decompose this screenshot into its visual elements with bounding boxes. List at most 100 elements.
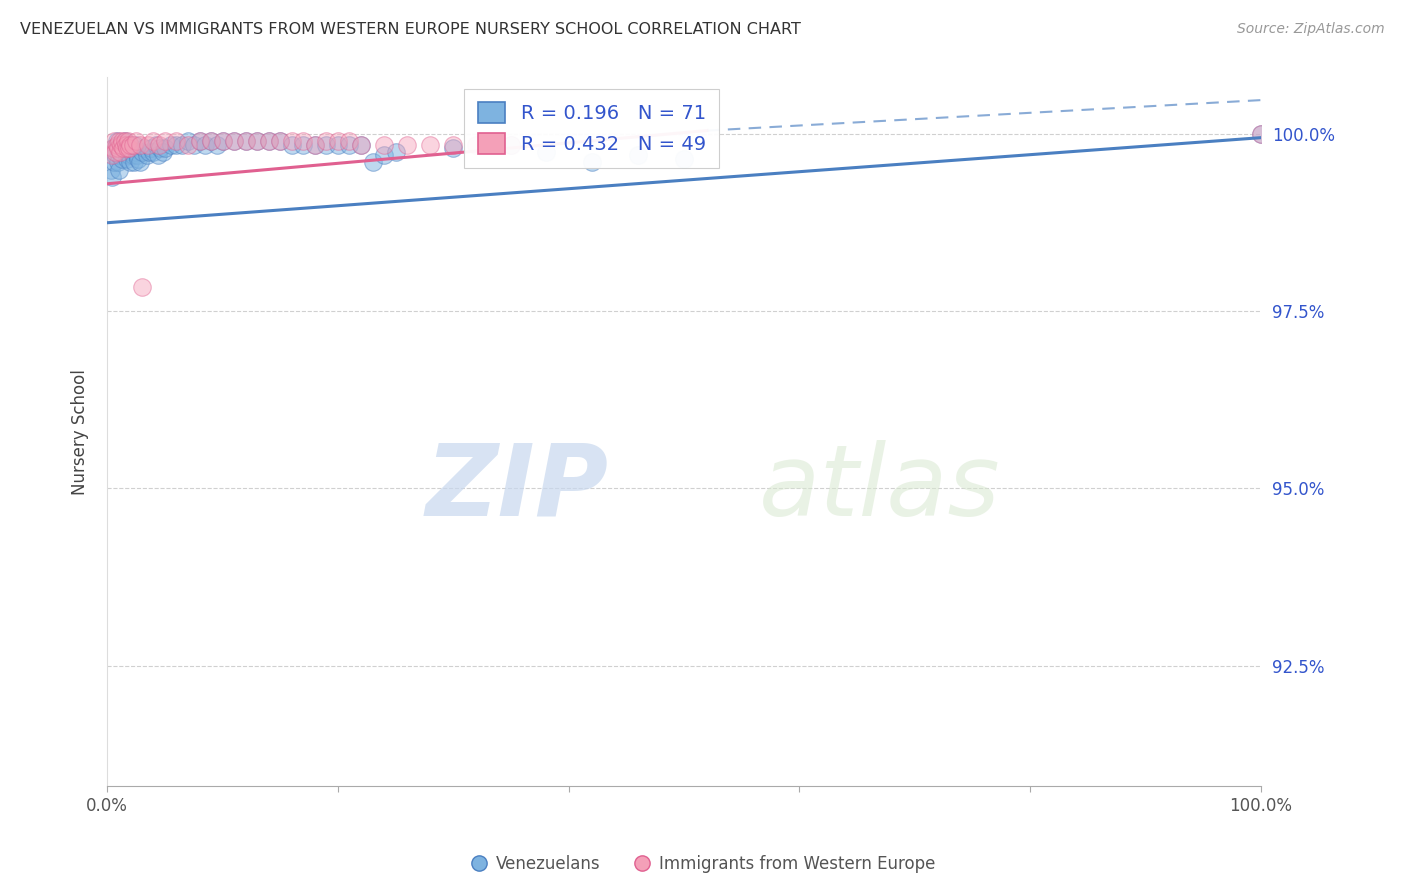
Point: [292, 134, 315, 148]
Point: [441, 141, 464, 155]
Point: [581, 155, 603, 169]
Y-axis label: Nursery School: Nursery School: [72, 369, 89, 495]
Point: [108, 162, 131, 177]
Point: [384, 145, 406, 159]
Point: [292, 137, 315, 152]
Point: [224, 134, 246, 148]
Point: [152, 145, 174, 159]
Point: [134, 141, 156, 155]
Point: [103, 155, 125, 169]
Point: [1250, 127, 1272, 141]
Point: [326, 134, 349, 148]
Point: [499, 137, 522, 152]
Point: [127, 152, 149, 166]
Point: [114, 137, 136, 152]
Point: [107, 141, 129, 155]
Point: [205, 137, 228, 152]
Point: [159, 137, 181, 152]
Point: [104, 145, 127, 159]
Point: [269, 134, 291, 148]
Point: [373, 148, 395, 162]
Point: [149, 141, 172, 155]
Point: [128, 155, 150, 169]
Point: [172, 137, 194, 152]
Point: [110, 145, 132, 159]
Point: [326, 137, 349, 152]
Point: [101, 141, 124, 155]
Point: [145, 137, 167, 152]
Point: [110, 137, 132, 152]
Point: [304, 137, 326, 152]
Point: [118, 148, 141, 162]
Point: [257, 134, 280, 148]
Legend: R = 0.196   N = 71, R = 0.432   N = 49: R = 0.196 N = 71, R = 0.432 N = 49: [464, 88, 720, 168]
Point: [118, 141, 141, 155]
Point: [117, 141, 139, 155]
Point: [112, 137, 135, 152]
Point: [127, 148, 149, 162]
Point: [104, 148, 127, 162]
Point: [441, 137, 464, 152]
Point: [315, 134, 337, 148]
Point: [120, 155, 142, 169]
Point: [112, 141, 135, 155]
Point: [153, 134, 176, 148]
Point: [246, 134, 269, 148]
Point: [105, 137, 128, 152]
Point: [100, 162, 122, 177]
Point: [131, 279, 153, 293]
Point: [235, 134, 257, 148]
Point: [111, 134, 134, 148]
Point: [128, 137, 150, 152]
Point: [108, 134, 131, 148]
Point: [350, 137, 373, 152]
Point: [211, 134, 233, 148]
Point: [108, 145, 131, 159]
Point: [139, 141, 162, 155]
Point: [315, 137, 337, 152]
Point: [101, 148, 124, 162]
Point: [627, 148, 650, 162]
Point: [211, 134, 233, 148]
Point: [396, 137, 419, 152]
Point: [115, 152, 138, 166]
Point: [146, 148, 169, 162]
Point: [111, 152, 134, 166]
Point: [200, 134, 222, 148]
Point: [125, 134, 148, 148]
Point: [534, 145, 557, 159]
Point: [148, 137, 170, 152]
Point: [188, 134, 211, 148]
Point: [121, 137, 143, 152]
Point: [131, 145, 153, 159]
Point: [194, 137, 217, 152]
Point: [120, 137, 142, 152]
Point: [304, 137, 326, 152]
Point: [672, 152, 695, 166]
Point: [281, 134, 304, 148]
Point: [124, 137, 146, 152]
Text: VENEZUELAN VS IMMIGRANTS FROM WESTERN EUROPE NURSERY SCHOOL CORRELATION CHART: VENEZUELAN VS IMMIGRANTS FROM WESTERN EU…: [20, 22, 800, 37]
Point: [200, 134, 222, 148]
Point: [135, 148, 157, 162]
Point: [117, 134, 139, 148]
Point: [115, 141, 138, 155]
Point: [114, 134, 136, 148]
Point: [101, 141, 124, 155]
Point: [138, 145, 160, 159]
Point: [142, 134, 165, 148]
Point: [107, 155, 129, 169]
Point: [121, 145, 143, 159]
Point: [177, 137, 200, 152]
Point: [142, 145, 165, 159]
Point: [339, 134, 361, 148]
Point: [339, 137, 361, 152]
Point: [499, 137, 522, 152]
Point: [373, 137, 395, 152]
Legend: Venezuelans, Immigrants from Western Europe: Venezuelans, Immigrants from Western Eur…: [464, 848, 942, 880]
Point: [183, 137, 205, 152]
Point: [281, 137, 304, 152]
Point: [361, 155, 384, 169]
Point: [350, 137, 373, 152]
Point: [1250, 127, 1272, 141]
